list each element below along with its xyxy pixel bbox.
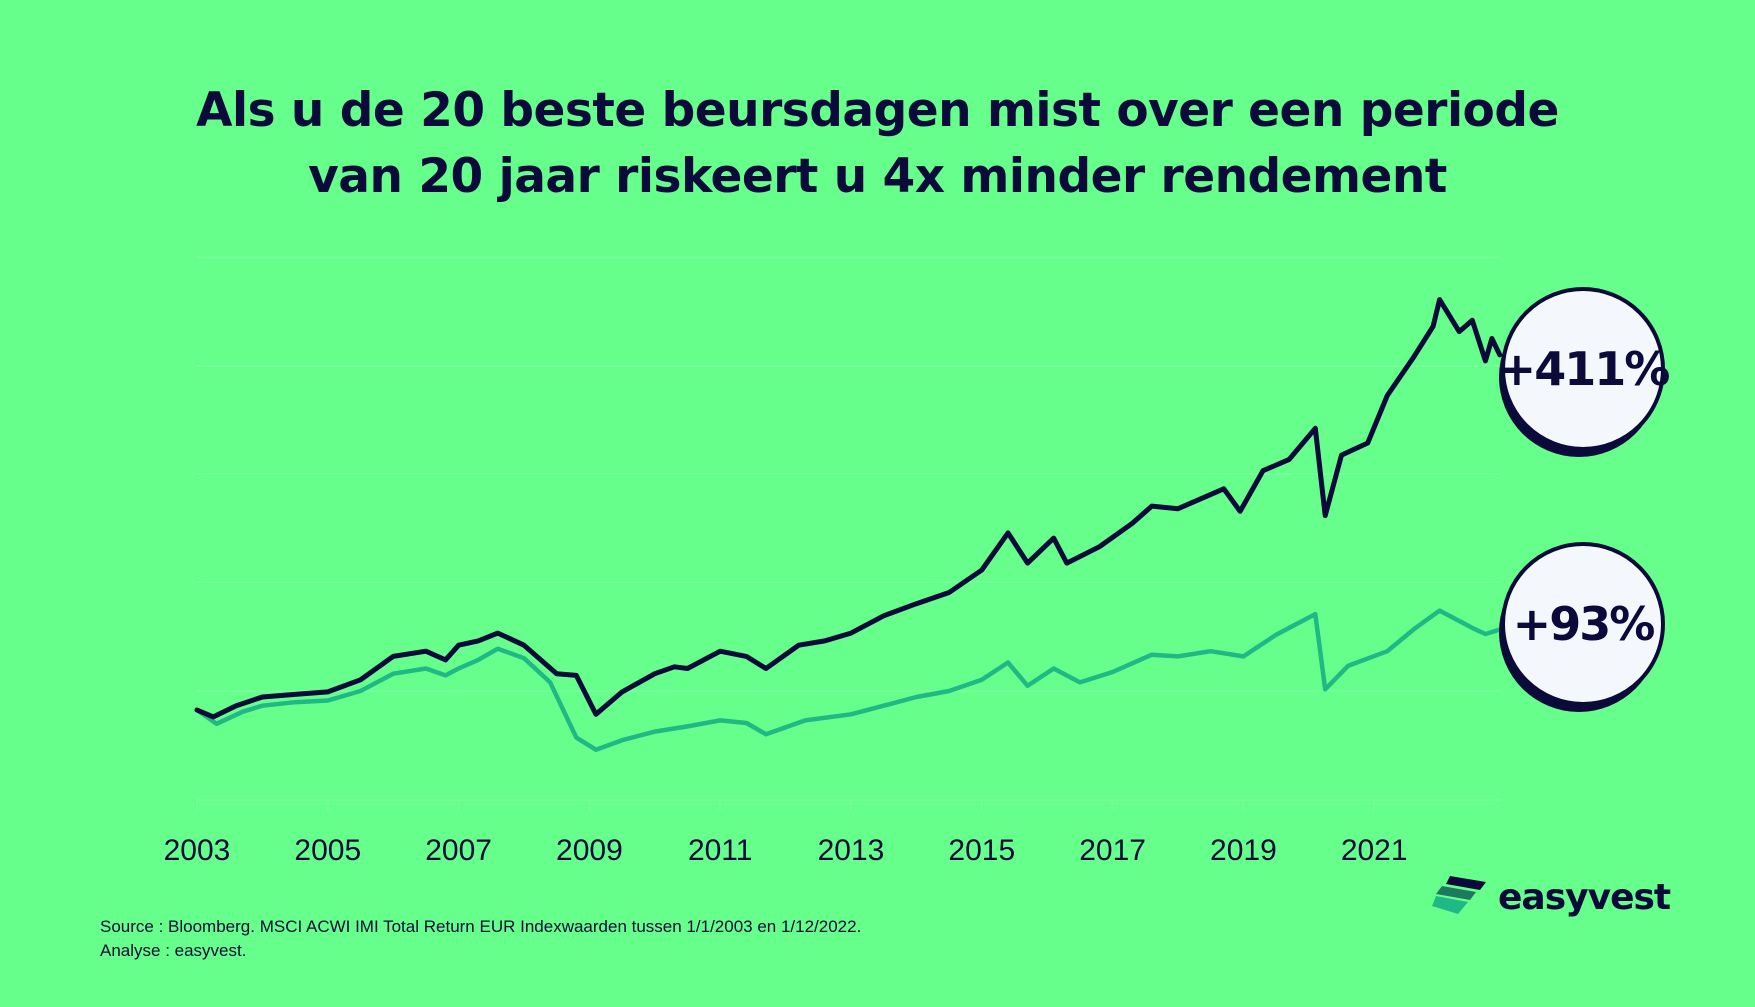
x-tick-label: 2017 <box>1079 834 1146 867</box>
end-value-badge: +93% <box>1499 542 1665 712</box>
x-tick-label: 2013 <box>818 834 885 867</box>
end-value-badge: +411% <box>1498 287 1671 457</box>
x-tick-label: 2003 <box>164 834 231 867</box>
source-line: Source : Bloomberg. MSCI ACWI IMI Total … <box>100 917 862 936</box>
badge-label: +411% <box>1498 342 1670 396</box>
badge-circle <box>1501 542 1665 706</box>
chart-title: Als u de 20 beste beursdagen mist over e… <box>0 78 1755 210</box>
x-tick-label: 2015 <box>948 834 1015 867</box>
analysis-line: Analyse : easyvest. <box>100 941 247 960</box>
x-tick-label: 2021 <box>1341 834 1408 867</box>
easyvest-logo-icon <box>1432 876 1486 914</box>
x-tick-label: 2007 <box>425 834 492 867</box>
x-tick-label: 2009 <box>556 834 623 867</box>
title-line-2: van 20 jaar riskeert u 4x minder rendeme… <box>308 149 1447 204</box>
easyvest-logo: easyvest <box>1432 876 1671 918</box>
badge-circle <box>1501 287 1665 451</box>
x-tick-label: 2019 <box>1210 834 1277 867</box>
series-line <box>194 297 1503 720</box>
source-note: Source : Bloomberg. MSCI ACWI IMI Total … <box>100 915 861 963</box>
title-line-1: Als u de 20 beste beursdagen mist over e… <box>196 83 1559 138</box>
x-tick-label: 2011 <box>688 834 753 867</box>
series-line <box>194 608 1503 752</box>
x-tick-label: 2005 <box>294 834 361 867</box>
logo-text: easyvest <box>1498 876 1671 918</box>
badge-label: +93% <box>1513 597 1655 651</box>
